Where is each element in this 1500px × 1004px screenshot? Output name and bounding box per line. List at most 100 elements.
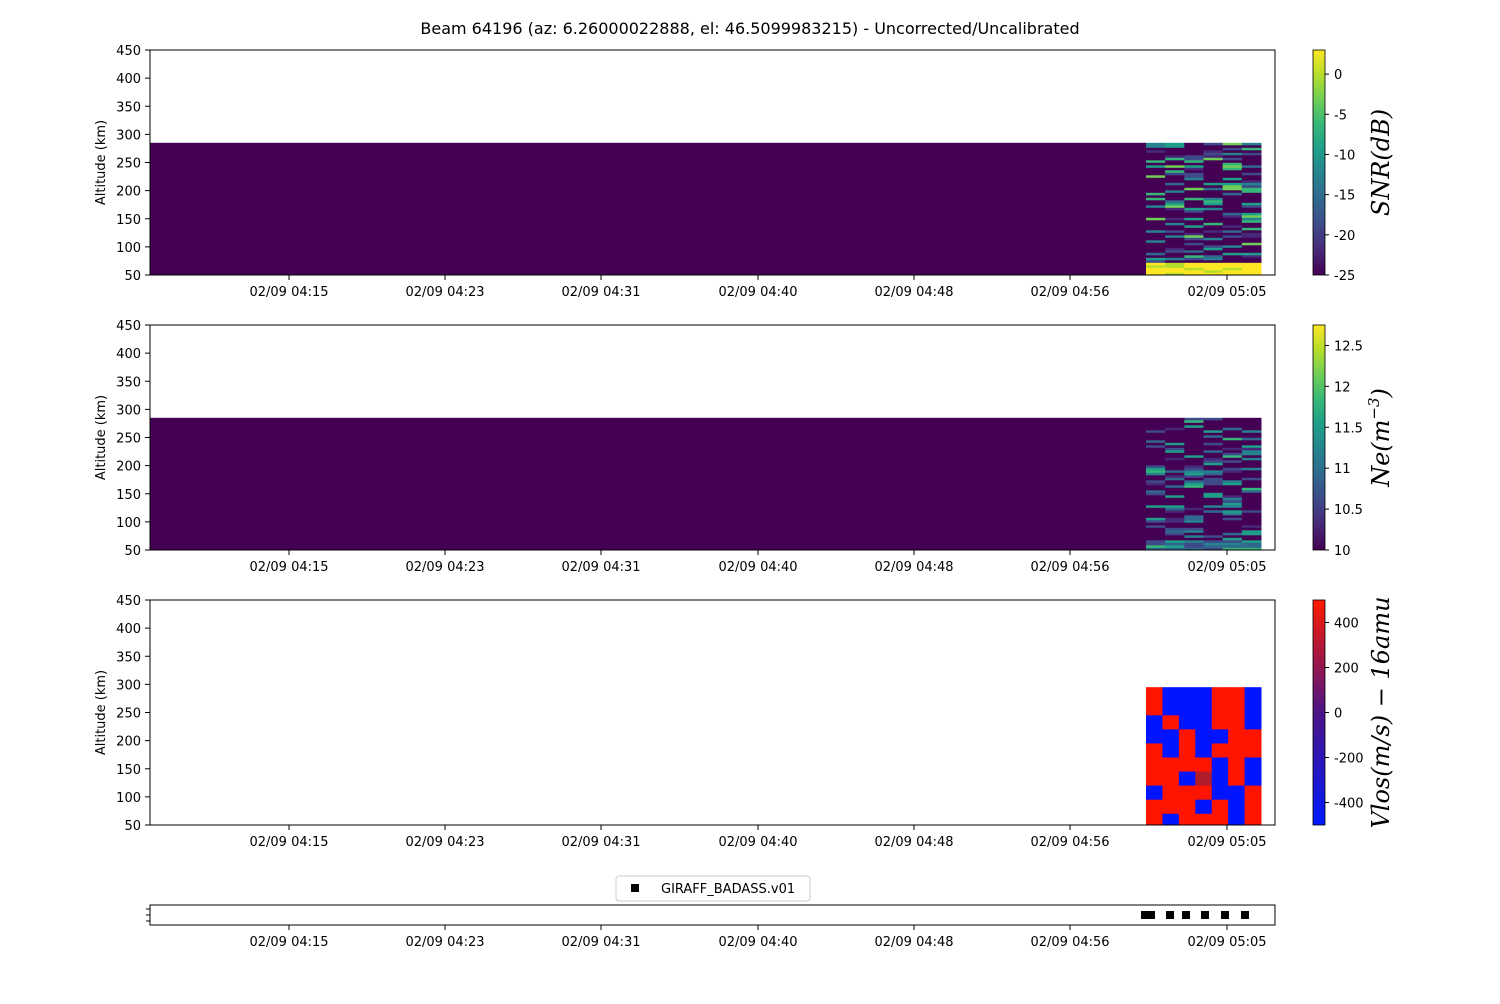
heatmap-cell	[1195, 757, 1213, 773]
heatmap-cell	[1241, 532, 1262, 536]
heatmap-cell	[1203, 225, 1224, 229]
heatmap-cell	[1222, 462, 1243, 466]
heatmap-cell	[1146, 227, 1166, 231]
heatmap-cell	[1203, 457, 1224, 461]
scatter-marker	[1182, 911, 1190, 919]
heatmap-cell	[1165, 187, 1185, 191]
heatmap-cell	[1241, 220, 1262, 224]
colorbar-tick-label: 400	[1334, 617, 1359, 632]
heatmap-cell	[1165, 495, 1185, 499]
heatmap-cell	[1146, 502, 1166, 506]
heatmap-cell	[1146, 440, 1166, 444]
heatmap-cell	[1146, 245, 1166, 249]
heatmap-cell	[1184, 237, 1204, 241]
heatmap-cell	[1165, 445, 1185, 449]
heatmap-cell	[1146, 170, 1166, 174]
heatmap-cell	[1184, 535, 1204, 539]
heatmap-cell	[1241, 500, 1262, 504]
heatmap-cell	[1184, 540, 1204, 544]
heatmap-cell	[1228, 813, 1246, 825]
heatmap-cell	[1184, 530, 1204, 534]
heatmap-cell	[1184, 267, 1204, 271]
heatmap-cell	[1165, 505, 1185, 509]
heatmap-cell	[1165, 200, 1185, 204]
heatmap-cell	[1222, 467, 1243, 471]
heatmap-cell	[1241, 205, 1262, 209]
heatmap-cell	[1184, 547, 1204, 550]
heatmap-cell	[1184, 457, 1204, 461]
heatmap-cell	[1146, 512, 1166, 516]
plot-area	[150, 142, 1262, 275]
heatmap-cell	[1165, 427, 1185, 431]
panel-vlos: 50 100 150 200 250 300 350 400 450 Altitude (km) 0…	[94, 594, 1395, 850]
heatmap-cell	[1241, 437, 1262, 441]
heatmap-cell	[1222, 460, 1243, 464]
heatmap-cell	[1222, 535, 1243, 539]
heatmap-cell	[1184, 232, 1204, 236]
heatmap-cell	[1165, 525, 1185, 529]
heatmap-cell	[1165, 535, 1185, 539]
heatmap-cell	[1203, 180, 1224, 184]
heatmap-cell	[1222, 440, 1243, 444]
y-tick-label: 300	[116, 678, 141, 693]
heatmap-cell	[1203, 522, 1224, 526]
heatmap-cell	[1222, 195, 1243, 199]
heatmap-cell	[1165, 237, 1185, 241]
heatmap-cell	[1165, 175, 1185, 179]
heatmap-cell	[1222, 502, 1243, 506]
heatmap-cell	[1165, 225, 1185, 229]
heatmap-cell	[1203, 165, 1224, 169]
heatmap-cell	[1241, 195, 1262, 199]
heatmap-cell	[1203, 217, 1224, 221]
heatmap-cell	[1165, 460, 1185, 464]
heatmap-cell	[1241, 160, 1262, 164]
heatmap-cell	[1222, 192, 1243, 196]
x-tick-label: 02/09 04:23	[405, 285, 484, 300]
heatmap-cell	[1241, 442, 1262, 446]
heatmap-cell	[1222, 157, 1243, 161]
heatmap-cell	[1222, 215, 1243, 219]
heatmap-cell	[1178, 771, 1196, 787]
heatmap-cell	[1146, 687, 1163, 702]
heatmap-cell	[1241, 175, 1262, 179]
heatmap-cell	[1241, 520, 1262, 524]
heatmap-cell	[1146, 485, 1166, 489]
heatmap-cell	[1241, 440, 1262, 444]
heatmap-cell	[1184, 447, 1204, 451]
heatmap-cell	[1241, 525, 1262, 529]
heatmap-cell	[1211, 771, 1229, 787]
heatmap-cell	[1203, 510, 1224, 514]
heatmap-cell	[1165, 157, 1185, 161]
heatmap-cell	[1146, 192, 1166, 196]
heatmap-cell	[1146, 220, 1166, 224]
heatmap-cell	[1184, 187, 1204, 191]
heatmap-cell	[1184, 180, 1204, 184]
heatmap-cell	[1184, 510, 1204, 514]
heatmap-cell	[1241, 200, 1262, 204]
heatmap-cell	[1211, 813, 1229, 825]
heatmap-cell	[1146, 492, 1166, 496]
heatmap-cell	[1211, 785, 1229, 801]
heatmap-cell	[1203, 432, 1224, 436]
heatmap-cell	[1165, 500, 1185, 504]
heatmap-cell	[1165, 245, 1185, 249]
heatmap-cell	[1184, 435, 1204, 439]
heatmap-cell	[1222, 245, 1243, 249]
heatmap-cell	[1203, 190, 1224, 194]
heatmap-cell	[1222, 530, 1243, 534]
x-tick-label: 02/09 04:56	[1030, 285, 1109, 300]
heatmap-cell	[1146, 462, 1166, 466]
heatmap-cell	[1146, 490, 1166, 494]
heatmap-cell	[1146, 270, 1166, 274]
heatmap-cell	[1222, 167, 1243, 171]
heatmap-cell	[1146, 265, 1166, 269]
heatmap-fill-block	[150, 417, 1146, 550]
heatmap-cell	[1146, 177, 1166, 181]
heatmap-cell	[1146, 427, 1166, 431]
heatmap-cell	[1162, 715, 1180, 730]
heatmap-cell	[1203, 515, 1224, 519]
heatmap-cell	[1203, 460, 1224, 464]
heatmap-cell	[1203, 482, 1224, 486]
heatmap-cell	[1184, 487, 1204, 491]
heatmap-cell	[1165, 545, 1185, 549]
